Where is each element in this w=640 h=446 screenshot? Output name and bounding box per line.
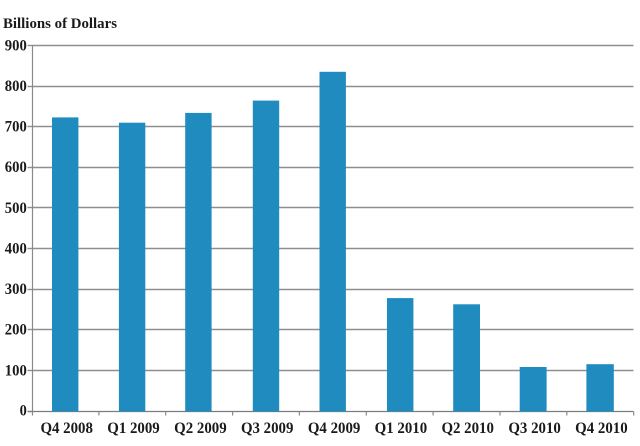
svg-text:600: 600 bbox=[5, 159, 27, 176]
svg-text:Q4 2009: Q4 2009 bbox=[308, 420, 361, 437]
svg-text:700: 700 bbox=[5, 119, 27, 136]
svg-text:900: 900 bbox=[5, 37, 27, 54]
svg-text:200: 200 bbox=[5, 322, 27, 339]
svg-text:Q1 2009: Q1 2009 bbox=[107, 420, 160, 437]
svg-text:Q3 2009: Q3 2009 bbox=[241, 420, 294, 437]
svg-text:Q4 2008: Q4 2008 bbox=[40, 420, 93, 437]
svg-text:Q4 2010: Q4 2010 bbox=[575, 420, 628, 437]
svg-text:Q3 2010: Q3 2010 bbox=[508, 420, 561, 437]
svg-text:500: 500 bbox=[5, 200, 27, 217]
svg-text:Q1 2010: Q1 2010 bbox=[375, 420, 428, 437]
svg-text:Q2 2009: Q2 2009 bbox=[174, 420, 227, 437]
svg-text:0: 0 bbox=[20, 403, 27, 420]
svg-text:Billions of Dollars: Billions of Dollars bbox=[3, 16, 117, 32]
svg-text:400: 400 bbox=[5, 241, 27, 258]
svg-text:800: 800 bbox=[5, 78, 27, 95]
svg-text:100: 100 bbox=[5, 362, 27, 379]
svg-text:Q2 2010: Q2 2010 bbox=[441, 420, 494, 437]
svg-text:300: 300 bbox=[5, 281, 27, 298]
